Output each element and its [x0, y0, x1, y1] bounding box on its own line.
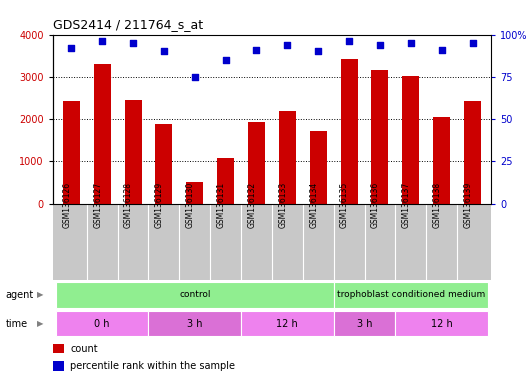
Point [437, 47, 446, 53]
Bar [217, 158, 234, 204]
Text: time: time [5, 318, 27, 329]
Text: GSM136137: GSM136137 [402, 182, 411, 228]
Bar [63, 101, 80, 204]
Bar [186, 182, 203, 204]
Bar [53, 344, 64, 353]
Point [407, 40, 415, 46]
Text: GDS2414 / 211764_s_at: GDS2414 / 211764_s_at [53, 18, 203, 31]
Bar [148, 311, 241, 336]
Point [314, 48, 323, 55]
Text: agent: agent [5, 290, 34, 300]
Bar [310, 131, 327, 204]
Text: GSM136131: GSM136131 [216, 182, 225, 228]
Bar [93, 64, 111, 204]
Bar [341, 59, 357, 204]
Text: GSM136132: GSM136132 [248, 182, 257, 228]
Bar [334, 311, 395, 336]
Text: 3 h: 3 h [187, 318, 203, 329]
Bar [241, 311, 334, 336]
Point [98, 38, 107, 45]
Point [129, 40, 137, 46]
Text: GSM136133: GSM136133 [278, 182, 287, 228]
Bar [372, 70, 389, 204]
Bar [248, 122, 265, 204]
Bar [56, 282, 334, 308]
Bar [395, 311, 488, 336]
Point [252, 47, 261, 53]
Point [191, 74, 199, 80]
Text: control: control [179, 290, 211, 299]
Bar [464, 101, 481, 204]
Point [468, 40, 477, 46]
Text: ▶: ▶ [37, 290, 43, 299]
Text: GSM136136: GSM136136 [371, 182, 380, 228]
Text: GSM136128: GSM136128 [124, 182, 133, 228]
Bar [279, 111, 296, 204]
Text: GSM136134: GSM136134 [309, 182, 318, 228]
Point [221, 57, 230, 63]
Bar [155, 124, 172, 204]
Bar [56, 311, 148, 336]
Text: GSM136130: GSM136130 [186, 182, 195, 228]
Point [376, 41, 384, 48]
Bar [125, 99, 142, 204]
Point [67, 45, 76, 51]
Text: 0 h: 0 h [95, 318, 110, 329]
Point [345, 38, 353, 45]
Bar [53, 361, 64, 371]
Text: 12 h: 12 h [277, 318, 298, 329]
Text: GSM136135: GSM136135 [340, 182, 349, 228]
Bar [433, 117, 450, 204]
Text: 3 h: 3 h [357, 318, 372, 329]
Text: percentile rank within the sample: percentile rank within the sample [70, 361, 235, 371]
Point [283, 41, 291, 48]
Text: GSM136129: GSM136129 [155, 182, 164, 228]
Text: trophoblast conditioned medium: trophoblast conditioned medium [337, 290, 485, 299]
Point [159, 48, 168, 55]
Text: GSM136126: GSM136126 [62, 182, 71, 228]
Text: ▶: ▶ [37, 319, 43, 328]
Text: GSM136138: GSM136138 [432, 182, 441, 228]
Bar [334, 282, 488, 308]
Text: GSM136139: GSM136139 [464, 182, 473, 228]
Text: GSM136127: GSM136127 [93, 182, 102, 228]
Text: count: count [70, 344, 98, 354]
Text: 12 h: 12 h [431, 318, 452, 329]
Bar [402, 76, 419, 204]
